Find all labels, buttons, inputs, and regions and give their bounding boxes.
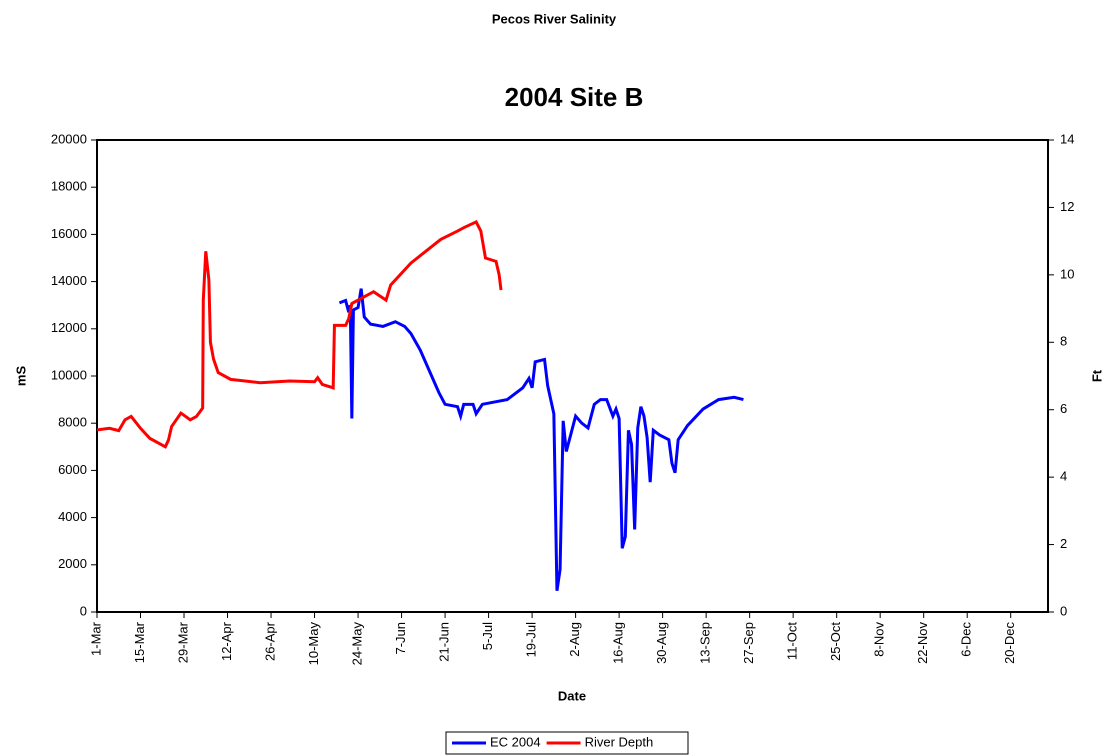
y-tick-label: 0 bbox=[80, 603, 87, 618]
x-tick-label: 13-Sep bbox=[698, 622, 713, 664]
x-tick-label: 25-Oct bbox=[828, 622, 843, 661]
y-tick-label: 20000 bbox=[51, 131, 87, 146]
x-axis-label: Date bbox=[558, 688, 586, 703]
legend-label: River Depth bbox=[585, 734, 654, 749]
x-tick-label: 1-Mar bbox=[88, 621, 103, 656]
y-tick-label: 16000 bbox=[51, 226, 87, 241]
y-tick-label: 2000 bbox=[58, 556, 87, 571]
plot-frame bbox=[96, 139, 1049, 613]
y-tick-label: 14000 bbox=[51, 273, 87, 288]
y-tick-label: 8000 bbox=[58, 415, 87, 430]
y2-tick-label: 0 bbox=[1060, 603, 1067, 618]
y2-tick-label: 12 bbox=[1060, 199, 1074, 214]
x-tick-label: 7-Jun bbox=[393, 622, 408, 655]
x-tick-label: 29-Mar bbox=[175, 621, 190, 663]
x-tick-label: 11-Oct bbox=[785, 622, 800, 660]
y-tick-label: 10000 bbox=[51, 367, 87, 382]
y2-tick-label: 2 bbox=[1060, 536, 1067, 551]
x-tick-label: 21-Jun bbox=[437, 622, 452, 662]
y-tick-label: 6000 bbox=[58, 462, 87, 477]
x-tick-label: 10-May bbox=[306, 622, 321, 666]
x-tick-label: 16-Aug bbox=[611, 622, 626, 664]
y-tick-label: 4000 bbox=[58, 509, 87, 524]
y-axis-label: mS bbox=[13, 366, 28, 387]
x-tick-label: 27-Sep bbox=[741, 622, 756, 664]
x-tick-label: 15-Mar bbox=[132, 621, 147, 663]
x-tick-label: 6-Dec bbox=[959, 622, 974, 657]
y2-tick-label: 4 bbox=[1060, 469, 1067, 484]
x-tick-label: 12-Apr bbox=[219, 621, 234, 661]
x-tick-label: 19-Jul bbox=[524, 622, 539, 658]
x-tick-label: 2-Aug bbox=[567, 622, 582, 657]
y2-tick-label: 14 bbox=[1060, 131, 1074, 146]
x-tick-label: 26-Apr bbox=[262, 621, 277, 661]
chart-subtitle: 2004 Site B bbox=[505, 82, 644, 112]
y-tick-label: 12000 bbox=[51, 320, 87, 335]
x-tick-label: 20-Dec bbox=[1002, 622, 1017, 664]
y2-tick-label: 8 bbox=[1060, 334, 1067, 349]
x-tick-label: 30-Aug bbox=[654, 622, 669, 664]
y-tick-label: 18000 bbox=[51, 179, 87, 194]
x-tick-label: 24-May bbox=[349, 622, 364, 666]
x-tick-label: 22-Nov bbox=[915, 622, 930, 664]
x-tick-label: 5-Jul bbox=[480, 622, 495, 650]
y2-tick-label: 6 bbox=[1060, 401, 1067, 416]
legend-label: EC 2004 bbox=[490, 734, 541, 749]
y2-tick-label: 10 bbox=[1060, 266, 1074, 281]
y2-axis-label: Ft bbox=[1089, 369, 1104, 382]
line-series bbox=[96, 219, 503, 449]
chart-title: Pecos River Salinity bbox=[492, 11, 617, 26]
line-series bbox=[338, 288, 744, 591]
x-tick-label: 8-Nov bbox=[872, 622, 887, 657]
